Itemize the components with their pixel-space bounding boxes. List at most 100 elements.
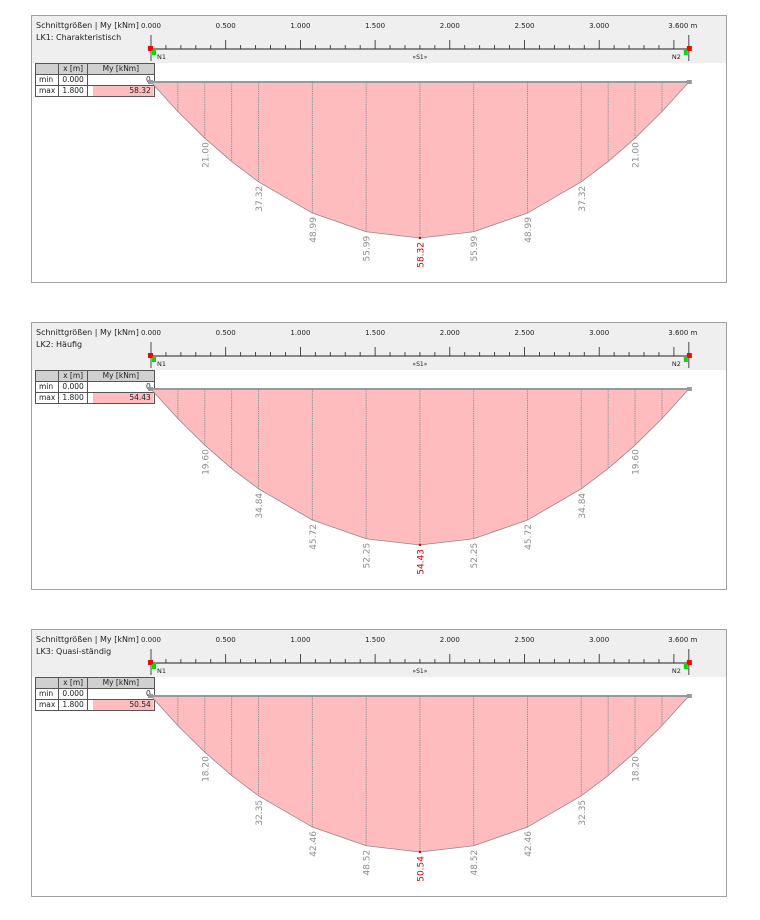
header-band [32, 16, 726, 63]
value-label: 52.25 [363, 543, 373, 569]
panel-title: Schnittgrößen | My [kNm] LK3: Quasi-ständ… [36, 634, 139, 658]
diagram-title: Schnittgrößen | My [kNm] [36, 328, 139, 337]
member-label: »S1» [412, 361, 427, 368]
ruler-tick-label: 2.500 [514, 329, 534, 337]
value-label: 48.99 [524, 217, 534, 243]
x-value: 1.800 [58, 699, 88, 711]
support-icon [686, 46, 692, 51]
ruler-tick-label: 1.000 [290, 636, 310, 644]
moment-value: 58.32 [86, 85, 155, 97]
extremes-table: x [m] My [kNm] min 0.000 0 max 1.800 50.54 [34, 677, 155, 711]
value-label: 37.32 [578, 186, 588, 212]
ruler-tick-label: 2.500 [514, 22, 534, 30]
panel-title: Schnittgrößen | My [kNm] LK1: Charakteris… [36, 20, 139, 44]
value-label: 55.99 [470, 235, 480, 261]
node-icon [683, 357, 688, 362]
load-case-label: LK2: Häufig [36, 340, 83, 349]
table-row-max: max 1.800 58.32 [34, 85, 155, 97]
extremes-table: x [m] My [kNm] min 0.000 0 max 1.800 58.32 [34, 63, 155, 97]
value-label: 42.46 [309, 831, 319, 857]
diagram-panel-3: Schnittgrößen | My [kNm] LK3: Quasi-ständ… [31, 629, 727, 897]
ruler-tick-label: 2.000 [440, 329, 460, 337]
support-icon [686, 660, 692, 665]
member-label: »S1» [412, 54, 427, 61]
ruler-tick-label: 3.000 [589, 636, 609, 644]
ruler-tick-label: 0.000 [141, 636, 161, 644]
ruler-tick-label: 3.600 m [668, 22, 697, 30]
value-label: 55.99 [363, 235, 373, 261]
ruler-tick-label: 0.500 [216, 329, 236, 337]
x-value: 1.800 [58, 392, 88, 404]
value-label: 32.35 [578, 800, 588, 826]
load-case-label: LK1: Charakteristisch [36, 33, 122, 42]
value-label: 34.84 [578, 493, 588, 519]
ruler-tick-label: 1.000 [290, 329, 310, 337]
moment-diagram: 0.000 0.500 1.000 1.500 2.000 2.500 3.000 3.600… [141, 329, 698, 575]
ruler-tick-label: 1.500 [365, 329, 385, 337]
member-label: »S1» [412, 668, 427, 675]
value-label: 42.46 [524, 831, 534, 857]
node-label-end: N2 [672, 360, 681, 368]
node-icon [152, 664, 156, 669]
moment-value: 50.54 [86, 699, 155, 711]
value-label: 34.84 [255, 493, 265, 519]
value-label: 19.60 [201, 449, 211, 475]
support-icon [148, 353, 153, 358]
header-band [32, 323, 726, 370]
node-icon [683, 664, 688, 669]
value-label: 48.52 [363, 850, 373, 876]
member-end [148, 694, 153, 698]
ruler-tick-label: 1.500 [365, 22, 385, 30]
diagram-title: Schnittgrößen | My [kNm] [36, 635, 139, 644]
x-value: 1.800 [58, 85, 88, 97]
ruler-tick-label: 3.600 m [668, 636, 697, 644]
node-label-end: N2 [672, 53, 681, 61]
node-icon [152, 357, 156, 362]
value-label: 45.72 [309, 524, 319, 550]
max-value-label: 54.43 [416, 549, 426, 575]
table-row-max: max 1.800 54.43 [34, 392, 155, 404]
diagram-panel-1: Schnittgrößen | My [kNm] LK1: Charakteris… [31, 15, 727, 283]
member-end [686, 387, 692, 391]
header-band [32, 630, 726, 677]
ruler-tick-label: 2.000 [440, 22, 460, 30]
extremes-table: x [m] My [kNm] min 0.000 0 max 1.800 54.43 [34, 370, 155, 404]
ruler-tick-label: 1.500 [365, 636, 385, 644]
max-value-label: 58.32 [416, 242, 426, 268]
value-label: 48.52 [470, 850, 480, 876]
diagram-title: Schnittgrößen | My [kNm] [36, 21, 139, 30]
moment-diagram: 0.000 0.500 1.000 1.500 2.000 2.500 3.000 3.600… [141, 22, 698, 268]
value-label: 32.35 [255, 800, 265, 826]
ruler-tick-label: 0.500 [216, 636, 236, 644]
table-row-max: max 1.800 50.54 [34, 699, 155, 711]
panel-title: Schnittgrößen | My [kNm] LK2: Häufig [36, 327, 139, 351]
max-value-label: 50.54 [416, 856, 426, 882]
member-end [148, 387, 153, 391]
support-icon [148, 660, 153, 665]
support-icon [148, 46, 153, 51]
value-label: 18.20 [632, 756, 642, 782]
node-label-end: N2 [672, 667, 681, 675]
node-icon [152, 50, 156, 55]
node-label-start: N1 [157, 360, 166, 368]
moment-diagram: 0.000 0.500 1.000 1.500 2.000 2.500 3.000 3.600… [141, 636, 698, 882]
value-label: 19.60 [632, 449, 642, 475]
value-label: 48.99 [309, 217, 319, 243]
member-end [686, 80, 692, 84]
value-label: 52.25 [470, 543, 480, 569]
ruler-tick-label: 0.000 [141, 329, 161, 337]
value-label: 21.00 [201, 142, 211, 168]
ruler-tick-label: 0.500 [216, 22, 236, 30]
ruler-tick-label: 3.000 [589, 329, 609, 337]
ruler-tick-label: 0.000 [141, 22, 161, 30]
value-label: 37.32 [255, 186, 265, 212]
max-point [418, 236, 422, 240]
max-point [418, 543, 422, 547]
row-label: max [34, 392, 60, 404]
member-end [148, 80, 153, 84]
node-icon [683, 50, 688, 55]
value-label: 21.00 [632, 142, 642, 168]
ruler-tick-label: 3.000 [589, 22, 609, 30]
diagram-panel-2: Schnittgrößen | My [kNm] LK2: Häufig x [m… [31, 322, 727, 590]
ruler-tick-label: 2.500 [514, 636, 534, 644]
